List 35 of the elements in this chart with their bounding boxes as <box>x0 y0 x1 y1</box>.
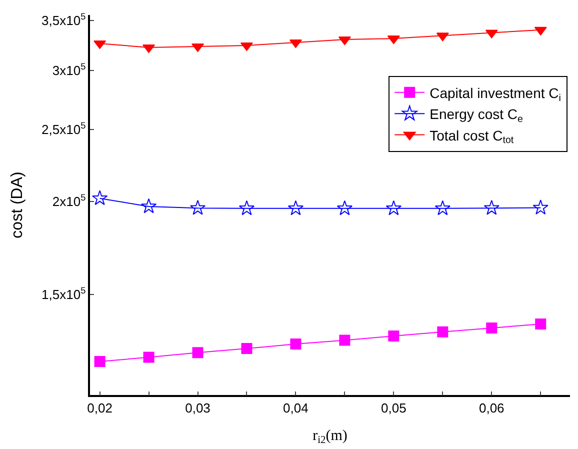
point <box>434 200 450 216</box>
point <box>336 200 353 216</box>
point <box>94 356 106 367</box>
point <box>140 198 157 214</box>
point <box>388 330 400 342</box>
y-tick-label: 3,5x10$^{5}$ <box>42 12 86 28</box>
y-tick-label: 3x10$^{5}$ <box>52 61 86 78</box>
point <box>238 200 255 216</box>
legend-label: Total cost C$_{tot}$ <box>430 127 514 146</box>
x-tick-label: 0,04 <box>283 400 308 416</box>
point <box>92 190 108 206</box>
x-axis-title: r$_{i2}$(m) <box>312 428 348 446</box>
legend-label: Energy cost C$_{e}$ <box>430 106 524 125</box>
point <box>532 200 548 214</box>
y-axis-title: cost (DA) <box>8 172 26 238</box>
point <box>437 326 448 338</box>
point <box>288 200 304 216</box>
point <box>535 318 546 330</box>
point <box>484 200 500 215</box>
y-tick-label: 2x10$^{5}$ <box>52 192 86 210</box>
x-tick-label: 0,03 <box>185 400 210 416</box>
x-tick-label: 0,06 <box>478 400 504 416</box>
point <box>486 322 498 334</box>
point <box>190 200 206 215</box>
x-tick-label: 0,02 <box>87 400 112 416</box>
point <box>386 200 402 216</box>
point <box>339 334 350 346</box>
point <box>241 343 252 354</box>
y-tick-label: 2,5x10$^{5}$ <box>42 120 86 137</box>
point <box>290 338 302 350</box>
y-tick-label: 1,5x10$^{5}$ <box>42 286 86 302</box>
legend-label: Capital investment C$_{i}$ <box>430 84 561 104</box>
point <box>143 352 154 363</box>
point <box>192 347 204 358</box>
x-tick-label: 0,05 <box>381 400 406 416</box>
